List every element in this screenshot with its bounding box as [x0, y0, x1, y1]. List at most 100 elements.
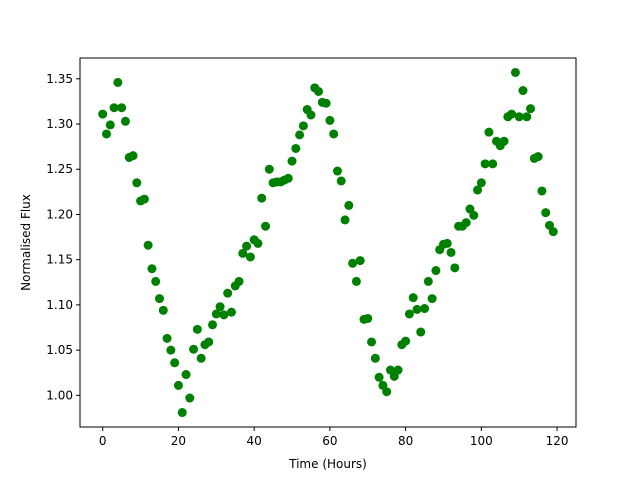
data-point-19 [170, 358, 180, 368]
y-tick-label-3: 1.15 [46, 253, 73, 267]
data-point-23 [185, 393, 195, 403]
data-point-28 [204, 337, 214, 347]
x-tick-label-5: 100 [470, 434, 493, 448]
data-point-42 [257, 193, 267, 203]
data-point-67 [351, 276, 361, 286]
data-point-110 [514, 112, 524, 122]
data-point-84 [416, 327, 426, 337]
data-point-51 [291, 143, 301, 153]
data-point-98 [469, 210, 479, 220]
data-point-68 [355, 256, 365, 266]
y-tick-label-7: 1.35 [46, 72, 73, 86]
data-point-25 [192, 324, 202, 334]
data-point-8 [128, 151, 138, 161]
data-point-59 [321, 98, 331, 108]
data-point-32 [219, 310, 229, 320]
data-point-88 [431, 266, 441, 276]
data-point-117 [541, 208, 551, 218]
data-point-112 [522, 112, 532, 122]
data-point-109 [510, 67, 520, 77]
data-point-116 [537, 186, 547, 196]
x-tick-label-6: 120 [546, 434, 569, 448]
data-point-39 [245, 252, 255, 262]
data-points [98, 67, 558, 418]
y-tick-label-1: 1.05 [46, 343, 73, 357]
y-axis-ticks: 1.00 1.05 1.10 1.15 1.20 1.25 1.30 1.35 [46, 72, 80, 402]
data-point-57 [314, 86, 324, 96]
data-point-103 [488, 159, 498, 169]
data-point-5 [117, 103, 127, 113]
data-point-6 [120, 116, 130, 126]
data-point-17 [162, 333, 172, 343]
data-point-3 [109, 103, 119, 113]
y-tick-label-4: 1.20 [46, 207, 73, 221]
data-point-13 [147, 264, 157, 274]
data-point-12 [143, 240, 153, 250]
data-point-81 [404, 309, 414, 319]
data-point-72 [370, 353, 380, 363]
data-point-91 [442, 238, 452, 248]
data-point-101 [480, 159, 490, 169]
data-point-16 [158, 305, 168, 315]
data-point-4 [113, 77, 123, 87]
data-point-92 [446, 247, 456, 257]
data-point-15 [155, 294, 165, 304]
data-point-1 [102, 129, 111, 139]
data-point-62 [332, 166, 342, 176]
data-point-49 [283, 173, 293, 183]
data-point-113 [526, 104, 536, 114]
data-point-50 [287, 156, 297, 166]
data-point-87 [427, 294, 437, 304]
data-point-31 [215, 302, 225, 312]
data-point-99 [473, 185, 483, 195]
data-point-22 [181, 370, 191, 380]
data-point-34 [226, 307, 236, 317]
data-point-0 [98, 109, 108, 119]
x-tick-label-0: 0 [99, 434, 107, 448]
data-point-100 [476, 178, 486, 188]
data-point-111 [518, 86, 528, 96]
x-axis-label: Time (Hours) [288, 457, 367, 471]
data-point-75 [382, 387, 392, 397]
data-point-82 [408, 293, 418, 303]
data-point-80 [401, 336, 411, 346]
data-point-71 [367, 337, 377, 347]
data-point-11 [139, 194, 149, 204]
data-point-60 [325, 115, 335, 125]
plot-area-frame [79, 57, 577, 428]
x-tick-label-2: 40 [247, 434, 262, 448]
data-point-64 [340, 215, 350, 225]
data-point-30 [211, 309, 221, 319]
data-point-96 [461, 218, 471, 228]
x-axis-ticks: 0 20 40 60 80 100 120 [99, 427, 569, 448]
x-tick-label-1: 20 [171, 434, 186, 448]
data-point-41 [253, 238, 263, 248]
data-point-37 [238, 248, 248, 258]
data-point-2 [105, 120, 115, 130]
data-point-83 [412, 304, 422, 314]
data-point-65 [344, 200, 354, 210]
data-point-20 [173, 380, 183, 390]
data-point-115 [533, 152, 543, 162]
data-point-43 [261, 221, 271, 231]
y-tick-label-6: 1.30 [46, 117, 73, 131]
data-point-9 [132, 178, 142, 188]
data-point-61 [329, 129, 339, 139]
data-point-119 [548, 227, 558, 237]
data-point-52 [295, 130, 305, 140]
data-point-86 [423, 276, 433, 286]
data-point-106 [499, 136, 509, 146]
data-point-33 [223, 288, 233, 298]
data-point-73 [374, 372, 384, 382]
data-point-26 [196, 353, 206, 363]
y-tick-label-0: 1.00 [46, 388, 73, 402]
data-point-63 [336, 176, 346, 186]
data-point-24 [189, 344, 199, 354]
data-point-78 [393, 365, 403, 375]
data-point-70 [363, 313, 373, 323]
y-tick-label-5: 1.25 [46, 162, 73, 176]
data-point-108 [507, 109, 517, 119]
data-point-55 [306, 110, 316, 120]
data-point-21 [177, 408, 187, 418]
